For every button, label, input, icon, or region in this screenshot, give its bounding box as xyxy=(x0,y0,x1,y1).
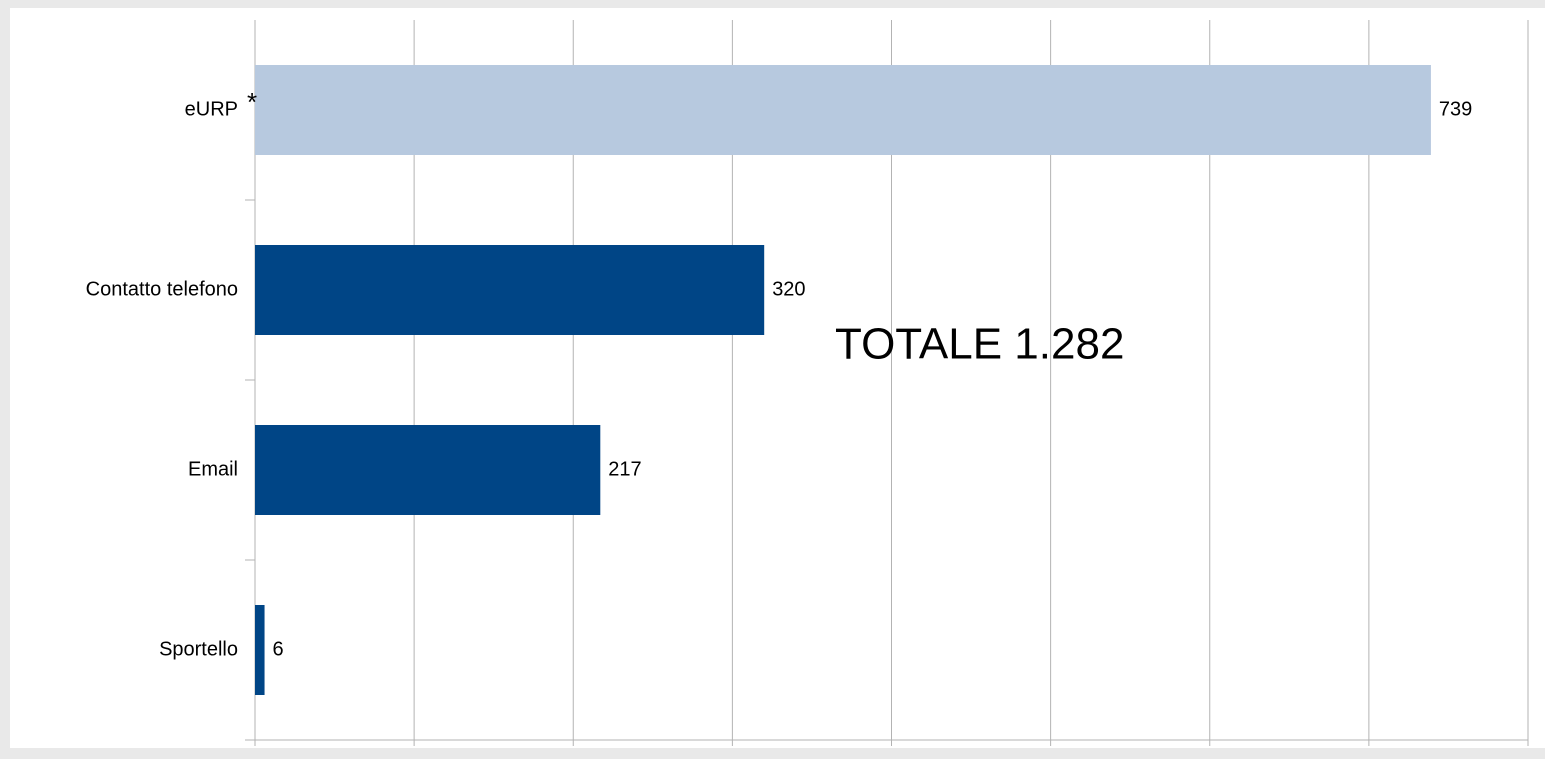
bar xyxy=(255,425,601,515)
annotation: TOTALE 1.282 xyxy=(835,320,1124,369)
y-tick-label: eURP xyxy=(185,98,238,120)
y-tick-label: Contatto telefono xyxy=(86,278,238,300)
value-label: 6 xyxy=(273,638,284,660)
y-tick-label: Sportello xyxy=(159,638,238,660)
value-label: 217 xyxy=(608,458,641,480)
value-label: 739 xyxy=(1439,98,1472,120)
y-tick-label: Email xyxy=(188,458,238,480)
value-label: 320 xyxy=(772,278,805,300)
bar xyxy=(255,65,1431,155)
bar xyxy=(255,605,265,695)
bar xyxy=(255,245,765,335)
annotation: * xyxy=(247,87,257,117)
